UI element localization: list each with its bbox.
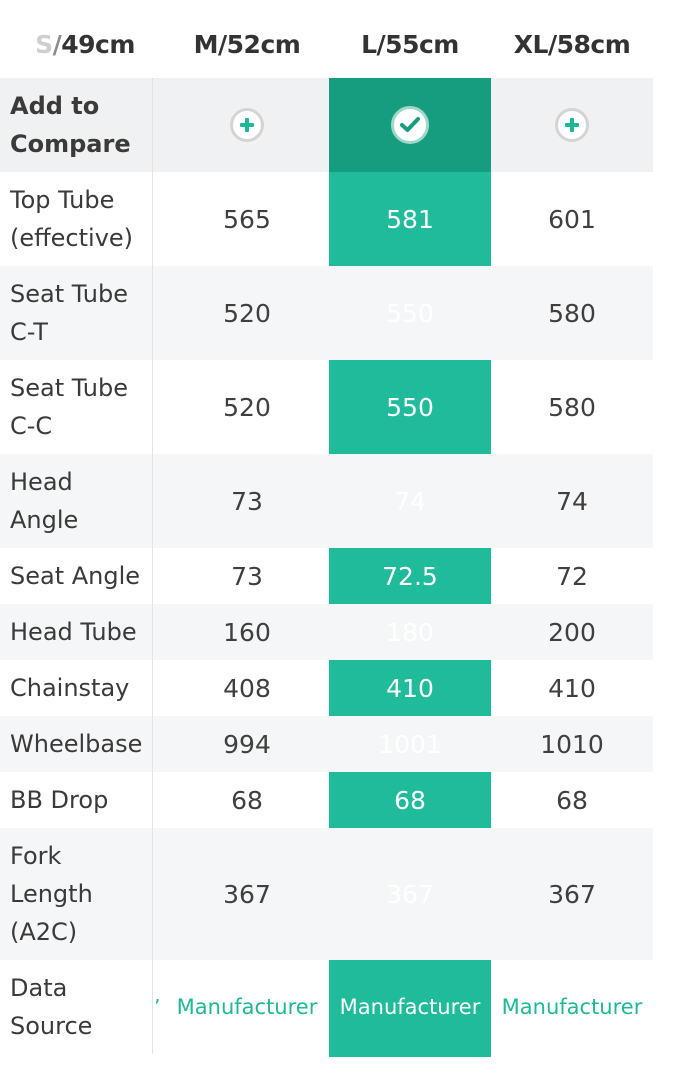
table-row: Seat Tube C-C 520 550 580 [0, 360, 653, 454]
value-cell: 1001 [378, 729, 442, 759]
value-cell: 160 [223, 617, 271, 647]
table-row: Chainstay 408 410 410 [0, 660, 653, 716]
row-label: BB Drop [0, 772, 153, 828]
value-cell: 994 [223, 729, 271, 759]
value-cell: 72 [556, 561, 588, 591]
value-cell: 520 [223, 392, 271, 422]
row-label: Seat Tube C-T [0, 266, 153, 360]
value-cell: 367 [223, 879, 271, 909]
table-row: Data Source’ Manufacturer Manufacturer Manuf… [0, 960, 653, 1054]
value-cell: 601 [548, 204, 596, 234]
data-source-link[interactable]: Manufacturer [501, 995, 643, 1019]
value-cell: 581 [386, 204, 434, 234]
value-cell: 580 [548, 392, 596, 422]
value-cell: 410 [548, 673, 596, 703]
size-header-s[interactable]: S/49cm [35, 30, 135, 59]
table-row: Seat Tube C-T 520 550 580 [0, 266, 653, 360]
row-label: Data Source [0, 960, 153, 1054]
size-header-xl[interactable]: XL/58cm [513, 30, 631, 59]
row-label: Chainstay [0, 660, 153, 716]
plus-circle-icon[interactable] [230, 108, 264, 142]
row-label: Fork Length (A2C) [0, 828, 153, 960]
truncated-cell-edge: ’ [154, 995, 161, 1019]
data-source-link[interactable]: Manufacturer [339, 995, 481, 1019]
row-label: Seat Tube C-C [0, 360, 153, 454]
value-cell: 550 [386, 298, 434, 328]
row-label: Wheelbase [0, 716, 153, 772]
row-label: Top Tube (effective) [0, 172, 153, 266]
value-cell: 73 [231, 486, 263, 516]
size-header-m[interactable]: M/52cm [193, 30, 301, 59]
value-cell: 565 [223, 204, 271, 234]
value-cell: 408 [223, 673, 271, 703]
compare-toggle-xl[interactable] [491, 78, 653, 172]
row-label: Head Angle [0, 454, 153, 548]
value-cell: 367 [548, 879, 596, 909]
compare-toggle-m[interactable] [166, 78, 328, 172]
data-source-link[interactable]: Manufacturer [176, 995, 318, 1019]
table-row: Head Angle 73 74 74 [0, 454, 653, 548]
check-circle-icon[interactable] [391, 106, 429, 144]
table-row: Wheelbase 994 1001 1010 [0, 716, 653, 772]
size-header-l[interactable]: L/55cm [361, 30, 459, 59]
table-row: BB Drop 68 68 68 [0, 772, 653, 828]
value-cell: 74 [556, 486, 588, 516]
value-cell: 520 [223, 298, 271, 328]
row-label: Seat Angle [0, 548, 153, 604]
size-header-row: S/49cm M/52cm L/55cm XL/58cm [0, 0, 680, 78]
value-cell: 72.5 [382, 561, 438, 591]
table-row: Seat Angle 73 72.5 72 [0, 548, 653, 604]
value-cell: 180 [386, 617, 434, 647]
compare-buttons [0, 78, 653, 172]
value-cell: 73 [231, 561, 263, 591]
table-row: Head Tube 160 180 200 [0, 604, 653, 660]
value-cell: 68 [231, 785, 263, 815]
value-cell: 550 [386, 392, 434, 422]
value-cell: 74 [394, 486, 426, 516]
table-row: Top Tube (effective) 565 581 601 [0, 172, 653, 266]
add-to-compare-row: Add to Compare [0, 78, 653, 172]
add-to-compare-label: Add to Compare [0, 78, 153, 172]
value-cell: 68 [394, 785, 426, 815]
plus-circle-icon[interactable] [555, 108, 589, 142]
value-cell: 367 [386, 879, 434, 909]
value-cell: 410 [386, 673, 434, 703]
row-label: Head Tube [0, 604, 153, 660]
value-cell: 200 [548, 617, 596, 647]
table-row: Fork Length (A2C) 367 367 367 [0, 828, 653, 960]
value-cell: 68 [556, 785, 588, 815]
value-cell: 580 [548, 298, 596, 328]
compare-toggle-l[interactable] [329, 78, 491, 172]
value-cell: 1010 [540, 729, 604, 759]
